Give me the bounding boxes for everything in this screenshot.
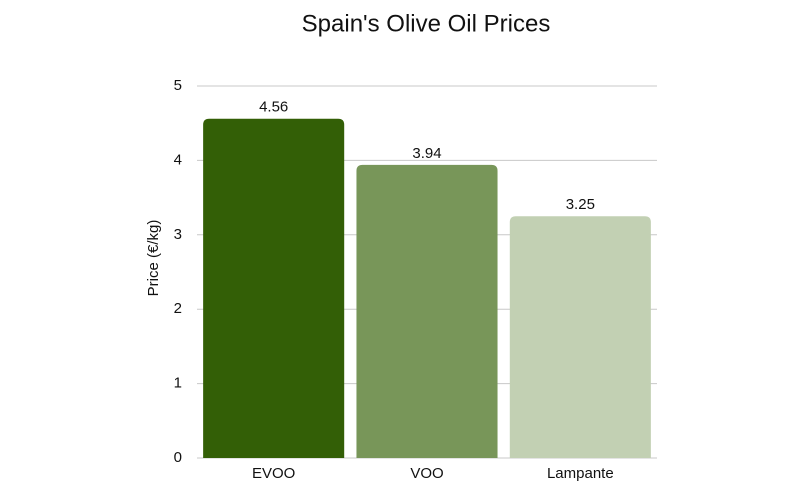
x-tick-label: Lampante bbox=[547, 465, 614, 482]
value-label: 3.25 bbox=[566, 196, 595, 213]
x-tick-label: EVOO bbox=[252, 465, 295, 482]
y-axis-label: Price (€/kg) bbox=[145, 220, 162, 297]
chart-title: Spain's Olive Oil Prices bbox=[302, 10, 551, 37]
y-tick-label: 1 bbox=[174, 375, 182, 392]
value-label: 3.94 bbox=[412, 145, 441, 162]
y-tick-label: 5 bbox=[174, 77, 182, 94]
y-tick-label: 2 bbox=[174, 300, 182, 317]
bar bbox=[356, 164, 498, 458]
bar bbox=[509, 216, 651, 458]
y-tick-label: 4 bbox=[174, 151, 182, 168]
x-tick-label: VOO bbox=[410, 465, 443, 482]
value-label: 4.56 bbox=[259, 99, 288, 116]
y-tick-label: 3 bbox=[174, 226, 182, 243]
bar bbox=[203, 118, 345, 459]
y-tick-label: 0 bbox=[174, 449, 182, 466]
